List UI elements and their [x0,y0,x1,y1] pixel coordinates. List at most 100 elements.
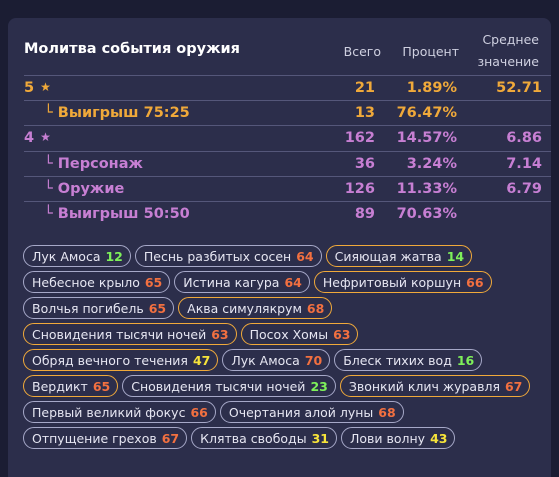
history-chip[interactable]: Аква симулякрум 68 [178,297,333,319]
chip-item-name: Блеск тихих вод [343,352,452,368]
cell-percent: 76.47% [396,105,457,122]
chip-pity-count: 63 [211,326,229,342]
chip-item-name: Первый великий фокус [32,404,186,420]
history-chip[interactable]: Лук Амоса 12 [23,245,131,267]
chip-item-name: Лук Амоса [231,352,300,368]
chip-pity-count: 66 [190,404,208,420]
column-header-average-line1: Среднее [482,32,539,47]
cell-percent: 11.33% [396,180,457,197]
history-chip[interactable]: Клятва свободы 31 [191,427,337,449]
cell-percent: 3.24% [406,155,457,172]
chip-pity-count: 23 [310,378,328,394]
stats-table-body: 5 ★ 21 1.89% 52.71 └ Выигрыш 75:25 13 76.… [24,75,551,226]
chip-item-name: Нефритовый коршун [322,274,462,290]
chip-pity-count: 63 [333,326,351,342]
cell-total: 21 [354,80,375,96]
chip-item-name: Посох Хомы [249,326,329,342]
chip-item-name: Истина кагура [183,274,280,290]
history-chip[interactable]: Блеск тихих вод 16 [334,349,483,371]
history-chip[interactable]: Нефритовый коршун 66 [313,271,492,293]
chip-pity-count: 64 [296,248,314,264]
table-row-four-star: 4 ★ 162 14.57% 6.86 [24,125,551,150]
row-label: └ Выигрыш 50:50 [44,205,190,222]
history-chip[interactable]: Посох Хомы 63 [240,323,359,345]
history-chip[interactable]: Вердикт 65 [23,375,119,397]
row-label: └ Оружие [44,180,125,197]
chip-pity-count: 66 [466,274,484,290]
chip-pity-count: 65 [148,300,167,316]
table-row-win-50-50: └ Выигрыш 50:50 89 70.63% [24,200,551,226]
chip-item-name: Лови волну [349,430,426,446]
row-label: └ Выигрыш 75:25 [44,105,190,122]
history-chip[interactable]: Истина кагура 64 [174,271,310,293]
history-chip[interactable]: Очертания алой луны 68 [219,401,404,423]
column-header-total: Всего [343,44,381,59]
star-icon: ★ [40,80,51,94]
history-chip[interactable]: Лови волну 43 [340,427,456,449]
chip-pity-count: 14 [446,248,465,264]
cell-percent: 1.89% [406,80,457,96]
chip-item-name: Очертания алой луны [228,404,374,420]
history-chip[interactable]: Звонкий клич журавля 67 [339,375,531,397]
chip-pity-count: 70 [304,352,323,368]
chip-item-name: Обряд вечного течения [32,352,188,368]
chip-item-name: Волчья погибель [32,300,144,316]
cell-total: 126 [344,180,375,197]
column-header-average-line2: значение [477,54,539,69]
history-chip[interactable]: Отпущение грехов 67 [23,427,188,449]
chip-item-name: Клятва свободы [200,430,307,446]
table-header: Молитва события оружия Всего Процент Сре… [24,30,551,74]
chip-pity-count: 65 [92,378,111,394]
cell-percent: 14.57% [396,130,457,147]
chip-pity-count: 67 [504,378,523,394]
history-chip[interactable]: Песнь разбитых сосен 64 [134,245,322,267]
chip-pity-count: 16 [456,352,475,368]
cell-percent: 70.63% [396,205,457,222]
cell-average: 7.14 [506,155,542,172]
chip-item-name: Сновидения тысячи ночей [131,378,306,394]
star-icon: ★ [40,130,51,145]
history-chip[interactable]: Лук Амоса 70 [222,349,331,371]
chip-item-name: Сияющая жатва [334,248,442,264]
five-star-history-list: Лук Амоса 12 Песнь разбитых сосен 64 Сияющая… [23,245,543,449]
history-chip[interactable]: Обряд вечного течения 47 [23,349,219,371]
cell-total: 162 [344,130,375,147]
chip-pity-count: 31 [311,430,329,446]
chip-item-name: Вердикт [32,378,88,394]
history-chip[interactable]: Небесное крыло 65 [23,271,171,293]
cell-average: 52.71 [496,80,542,96]
column-header-percent: Процент [402,44,459,59]
chip-pity-count: 68 [306,300,325,316]
wish-stats-card: Молитва события оружия Всего Процент Сре… [8,18,551,477]
table-title: Молитва события оружия [24,41,240,57]
chip-item-name: Небесное крыло [32,274,140,290]
row-label: └ Персонаж [44,155,143,172]
history-chip[interactable]: Первый великий фокус 66 [23,401,216,423]
chip-item-name: Звонкий клич журавля [348,378,500,394]
row-label: 4 ★ [24,130,51,147]
cell-total: 13 [354,105,375,122]
chip-pity-count: 12 [105,248,123,264]
chip-pity-count: 67 [161,430,180,446]
table-row-five-star: 5 ★ 21 1.89% 52.71 [24,75,551,100]
chip-item-name: Аква симулякрум [187,300,302,316]
table-row-weapon: └ Оружие 126 11.33% 6.79 [24,175,551,201]
table-row-character: └ Персонаж 36 3.24% 7.14 [24,150,551,176]
chip-pity-count: 43 [430,430,448,446]
cell-total: 36 [354,155,375,172]
history-chip[interactable]: Сновидения тысячи ночей 23 [122,375,336,397]
cell-average: 6.86 [506,130,542,147]
chip-item-name: Лук Амоса [32,248,101,264]
history-chip[interactable]: Сновидения тысячи ночей 63 [23,323,237,345]
history-chip[interactable]: Сияющая жатва 14 [325,245,473,267]
chip-item-name: Отпущение грехов [32,430,157,446]
cell-average: 6.79 [506,180,542,197]
chip-item-name: Сновидения тысячи ночей [32,326,207,342]
history-chip[interactable]: Волчья погибель 65 [23,297,175,319]
chip-pity-count: 68 [378,404,396,420]
cell-total: 89 [354,205,375,222]
table-row-win-75-25: └ Выигрыш 75:25 13 76.47% [24,100,551,125]
row-label: 5 ★ [24,80,51,96]
chip-item-name: Песнь разбитых сосен [143,248,292,264]
chip-pity-count: 47 [192,352,211,368]
